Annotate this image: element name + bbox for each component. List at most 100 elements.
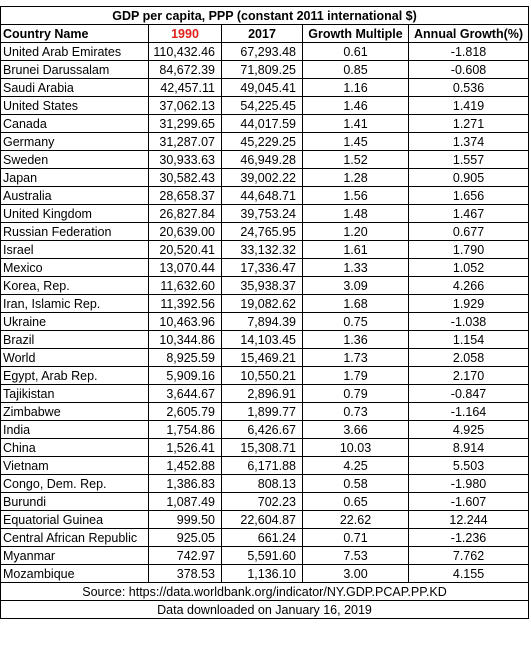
gdp-1990-cell: 10,463.96: [148, 312, 222, 331]
gdp-2017-cell: 15,308.71: [221, 438, 303, 457]
annual-growth-cell: 7.762: [407, 546, 530, 565]
table-row: United States 37,062.13 54,225.45 1.46 1.419: [0, 96, 530, 115]
table-row: Brunei Darussalam 84,672.39 71,809.25 0.85-…: [0, 60, 530, 79]
download-row: Data downloaded on January 16, 2019: [0, 600, 530, 619]
country-cell: Iran, Islamic Rep.: [0, 294, 149, 313]
annual-growth-cell: 1.557: [407, 150, 530, 169]
gdp-1990-cell: 8,925.59: [148, 348, 222, 367]
gdp-2017-cell: 5,591.60: [221, 546, 303, 565]
annual-growth-cell: -0.847: [407, 384, 530, 403]
gdp-1990-cell: 10,344.86: [148, 330, 222, 349]
growth-multiple-cell: 22.62: [302, 510, 409, 529]
gdp-1990-cell: 742.97: [148, 546, 222, 565]
growth-multiple-cell: 1.36: [302, 330, 409, 349]
gdp-2017-cell: 2,896.91: [221, 384, 303, 403]
annual-growth-cell: 0.677: [407, 222, 530, 241]
annual-growth-cell: 0.536: [407, 78, 530, 97]
spreadsheet: GDP per capita, PPP (constant 2011 inter…: [0, 6, 530, 619]
growth-multiple-cell: 1.33: [302, 258, 409, 277]
annual-growth-cell: 1.467: [407, 204, 530, 223]
gdp-2017-cell: 49,045.41: [221, 78, 303, 97]
annual-growth-cell: 1.154: [407, 330, 530, 349]
growth-multiple-cell: 0.61: [302, 42, 409, 61]
country-cell: Mexico: [0, 258, 149, 277]
gdp-1990-cell: 378.53: [148, 564, 222, 583]
table-body: United Arab Emirates 110,432.46 67,293.48 0…: [0, 42, 530, 583]
growth-multiple-cell: 4.25: [302, 456, 409, 475]
annual-growth-cell: 1.271: [407, 114, 530, 133]
gdp-2017-cell: 15,469.21: [221, 348, 303, 367]
annual-growth-cell: 1.790: [407, 240, 530, 259]
gdp-2017-cell: 808.13: [221, 474, 303, 493]
header-2017: 2017: [221, 24, 303, 43]
annual-growth-cell: 1.374: [407, 132, 530, 151]
country-cell: Central African Republic: [0, 528, 149, 547]
country-cell: China: [0, 438, 149, 457]
gdp-2017-cell: 10,550.21: [221, 366, 303, 385]
annual-growth-cell: 2.170: [407, 366, 530, 385]
growth-multiple-cell: 0.85: [302, 60, 409, 79]
table-row: Myanmar 742.97 5,591.60 7.53 7.762: [0, 546, 530, 565]
annual-growth-cell: -1.236: [407, 528, 530, 547]
annual-growth-cell: 1.052: [407, 258, 530, 277]
gdp-1990-cell: 31,287.07: [148, 132, 222, 151]
gdp-2017-cell: 35,938.37: [221, 276, 303, 295]
table-row: Sweden 30,933.63 46,949.28 1.52 1.557: [0, 150, 530, 169]
gdp-2017-cell: 39,002.22: [221, 168, 303, 187]
table-row: Zimbabwe 2,605.79 1,899.77 0.73 -1.164: [0, 402, 530, 421]
table-title: GDP per capita, PPP (constant 2011 inter…: [0, 6, 530, 25]
growth-multiple-cell: 10.03: [302, 438, 409, 457]
download-note: Data downloaded on January 16, 2019: [0, 600, 530, 619]
gdp-2017-cell: 14,103.45: [221, 330, 303, 349]
gdp-1990-cell: 1,386.83: [148, 474, 222, 493]
gdp-1990-cell: 1,087.49: [148, 492, 222, 511]
table-row: Mozambique 378.53 1,136.10 3.00 4.155: [0, 564, 530, 583]
growth-multiple-cell: 3.09: [302, 276, 409, 295]
growth-multiple-cell: 0.58: [302, 474, 409, 493]
gdp-2017-cell: 24,765.95: [221, 222, 303, 241]
annual-growth-cell: -1.038: [407, 312, 530, 331]
gdp-1990-cell: 1,526.41: [148, 438, 222, 457]
annual-growth-cell: -1.164: [407, 402, 530, 421]
growth-multiple-cell: 1.73: [302, 348, 409, 367]
header-growth-multiple: Growth Multiple: [302, 24, 409, 43]
growth-multiple-cell: 3.66: [302, 420, 409, 439]
country-cell: Ukraine: [0, 312, 149, 331]
table-row: Congo, Dem. Rep. 1,386.83 808.13 0.58 -1.980: [0, 474, 530, 493]
growth-multiple-cell: 0.65: [302, 492, 409, 511]
growth-multiple-cell: 3.00: [302, 564, 409, 583]
country-cell: Sweden: [0, 150, 149, 169]
gdp-1990-cell: 2,605.79: [148, 402, 222, 421]
gdp-1990-cell: 11,392.56: [148, 294, 222, 313]
country-cell: Zimbabwe: [0, 402, 149, 421]
table-row: Germany 31,287.07 45,229.25 1.45 1.374: [0, 132, 530, 151]
gdp-1990-cell: 3,644.67: [148, 384, 222, 403]
country-cell: Brunei Darussalam: [0, 60, 149, 79]
table-row: United Kingdom 26,827.84 39,753.24 1.48 1.46…: [0, 204, 530, 223]
country-cell: Burundi: [0, 492, 149, 511]
country-cell: Tajikistan: [0, 384, 149, 403]
annual-growth-cell: -0.608: [407, 60, 530, 79]
gdp-2017-cell: 33,132.32: [221, 240, 303, 259]
annual-growth-cell: -1.607: [407, 492, 530, 511]
annual-growth-cell: 4.266: [407, 276, 530, 295]
gdp-1990-cell: 20,639.00: [148, 222, 222, 241]
header-1990: 1990: [148, 24, 222, 43]
annual-growth-cell: 5.503: [407, 456, 530, 475]
country-cell: Israel: [0, 240, 149, 259]
annual-growth-cell: 1.419: [407, 96, 530, 115]
source-row: Source: https://data.worldbank.org/indic…: [0, 582, 530, 601]
gdp-2017-cell: 54,225.45: [221, 96, 303, 115]
gdp-table: GDP per capita, PPP (constant 2011 inter…: [0, 6, 530, 619]
country-cell: Egypt, Arab Rep.: [0, 366, 149, 385]
gdp-1990-cell: 20,520.41: [148, 240, 222, 259]
gdp-2017-cell: 661.24: [221, 528, 303, 547]
country-cell: Germany: [0, 132, 149, 151]
gdp-2017-cell: 46,949.28: [221, 150, 303, 169]
country-cell: Brazil: [0, 330, 149, 349]
annual-growth-cell: 12.244: [407, 510, 530, 529]
gdp-1990-cell: 1,754.86: [148, 420, 222, 439]
growth-multiple-cell: 1.56: [302, 186, 409, 205]
table-row: United Arab Emirates 110,432.46 67,293.48 0…: [0, 42, 530, 61]
table-row: Iran, Islamic Rep. 11,392.56 19,082.62 1.68…: [0, 294, 530, 313]
